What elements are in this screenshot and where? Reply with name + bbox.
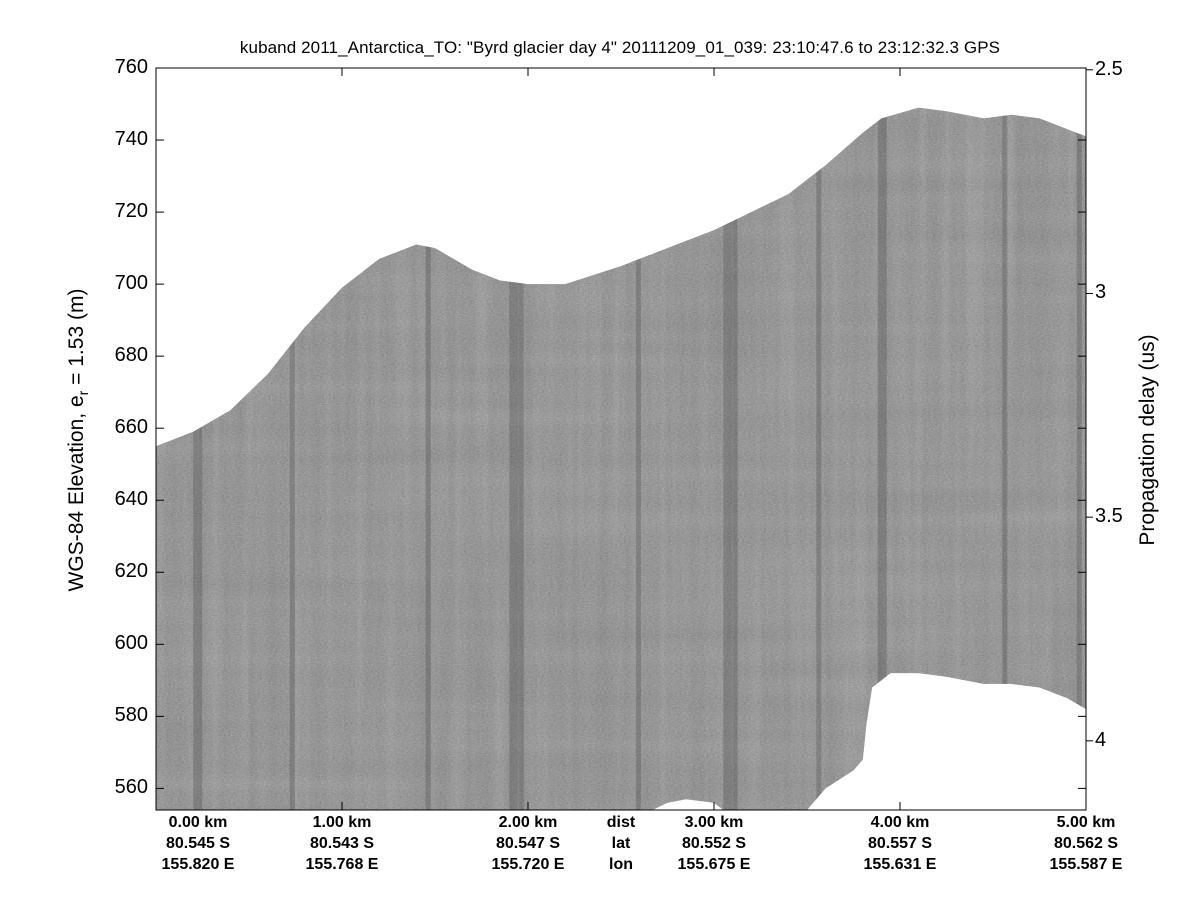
- dark-trace-column: [1076, 107, 1082, 810]
- y-tick-label: 640: [114, 488, 148, 511]
- y-tick-label: 740: [114, 128, 148, 151]
- x-tick-lon-label: 155.675 E: [677, 856, 751, 873]
- x-tick-lon-label: 155.720 E: [491, 856, 565, 873]
- x-tick-lat-label: 80.547 S: [495, 835, 561, 852]
- dark-trace-column: [425, 107, 431, 810]
- x-tick-lat-label: 80.552 S: [681, 835, 747, 852]
- y-tick-label: 760: [114, 56, 148, 78]
- x-tick-label-group: dist lat lon: [551, 812, 691, 875]
- x-tick-dist-label: dist: [606, 814, 636, 831]
- x-tick-lon-label: 155.587 E: [1049, 856, 1123, 873]
- y-tick-label: 580: [114, 704, 148, 727]
- dark-trace-column: [289, 107, 295, 810]
- right-y-tick-label: 3.5: [1095, 505, 1123, 528]
- x-tick-label-group: 4.00 km 80.557 S 155.631 E: [830, 812, 970, 875]
- dark-trace-column: [877, 107, 887, 810]
- right-y-tick-label: 3: [1095, 281, 1107, 304]
- x-tick-label-group: 3.00 km 80.552 S 155.675 E: [644, 812, 784, 875]
- x-tick-lat-label: 80.562 S: [1053, 835, 1119, 852]
- x-tick-label-group: 5.00 km 80.562 S 155.587 E: [1016, 812, 1156, 875]
- y-tick-label: 560: [114, 776, 148, 799]
- right-y-tick-label: 2.5: [1095, 57, 1123, 80]
- x-tick-lat-label: 80.545 S: [165, 835, 231, 852]
- dark-trace-column: [509, 107, 519, 810]
- y-tick-label: 700: [114, 272, 148, 295]
- x-tick-dist-label: 5.00 km: [1056, 814, 1116, 831]
- x-tick-dist-label: 0.00 km: [168, 814, 228, 831]
- x-tick-label-group: 2.00 km 80.547 S 155.720 E: [458, 812, 598, 875]
- dark-trace-column: [723, 107, 733, 810]
- y-tick-label: 680: [114, 344, 148, 367]
- x-tick-lon-label: 155.820 E: [161, 856, 235, 873]
- x-tick-label-group: 1.00 km 80.543 S 155.768 E: [272, 812, 412, 875]
- right-y-tick-label: 4: [1095, 728, 1107, 751]
- left-y-axis-label: WGS-84 Elevation, er = 1.53 (m): [65, 289, 91, 592]
- axes-frame: [155, 67, 1093, 811]
- left-y-axis-label-suffix: = 1.53 (m): [64, 288, 88, 391]
- x-tick-lat-label: 80.557 S: [867, 835, 933, 852]
- x-ticks: [155, 68, 1087, 810]
- dark-trace-column: [1002, 107, 1008, 810]
- x-tick-dist-label: 3.00 km: [684, 814, 744, 831]
- x-tick-lon-label: 155.631 E: [863, 856, 937, 873]
- y-tick-label: 600: [114, 632, 148, 655]
- left-y-ticks: [156, 67, 1086, 789]
- y-tick-label: 720: [114, 200, 148, 223]
- right-y-ticks: [1086, 69, 1093, 742]
- y-tick-label: 620: [114, 560, 148, 583]
- left-y-axis-label-subscript: r: [75, 390, 92, 396]
- x-tick-dist-label: 2.00 km: [498, 814, 558, 831]
- chart-title: kuband 2011_Antarctica_TO: "Byrd glacier…: [239, 38, 1001, 57]
- dark-trace-column: [732, 107, 738, 810]
- dark-trace-columns: [193, 107, 1082, 810]
- right-y-axis-label: Propagation delay (us): [1136, 334, 1159, 546]
- dark-trace-column: [518, 107, 524, 810]
- x-tick-lat-label: lat: [611, 835, 631, 852]
- dark-trace-column: [635, 107, 641, 810]
- x-tick-lon-label: 155.768 E: [305, 856, 379, 873]
- x-tick-label-group: 0.00 km 80.545 S 155.820 E: [128, 812, 268, 875]
- x-tick-lon-label: lon: [609, 856, 633, 873]
- x-tick-dist-label: 1.00 km: [312, 814, 372, 831]
- left-y-axis-label-main: WGS-84 Elevation, e: [64, 395, 88, 592]
- x-tick-dist-label: 4.00 km: [870, 814, 930, 831]
- x-tick-lat-label: 80.543 S: [309, 835, 375, 852]
- y-tick-label: 660: [114, 416, 148, 439]
- dark-trace-column: [193, 107, 203, 810]
- dark-trace-column: [816, 107, 822, 810]
